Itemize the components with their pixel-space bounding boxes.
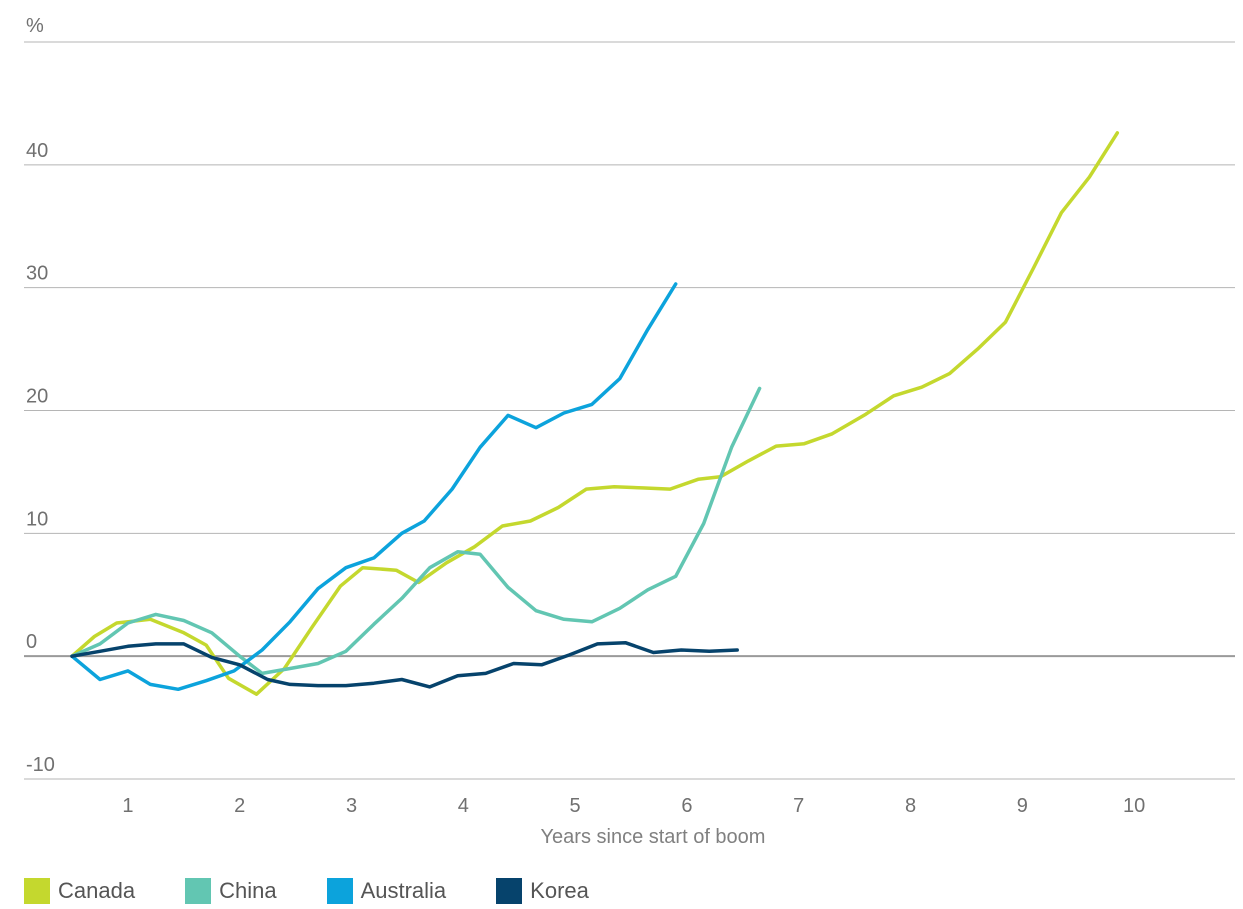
legend-item-australia: Australia [326,878,447,904]
x-tick-label: 2 [234,795,245,817]
y-tick-label: 0 [26,631,37,653]
legend-label-australia: Australia [360,878,447,903]
series-line-china [70,386,762,676]
x-tick-label: 5 [570,795,581,817]
legend-label-korea: Korea [530,878,589,903]
y-tick-label: 30 [26,263,48,285]
legend-swatch-canada [24,878,50,904]
legend-label-canada: Canada [58,878,136,903]
series-line-canada [70,131,1120,696]
y-tick-label: 10 [26,508,48,530]
x-tick-label: 1 [122,795,133,817]
x-tick-label: 6 [681,795,692,817]
x-tick-label: 4 [458,795,469,817]
y-axis-unit-label: % [26,15,44,37]
legend: Canada China Australia Korea [24,878,639,904]
legend-swatch-korea [496,878,523,904]
x-tick-label: 9 [1017,795,1028,817]
x-axis-title: Years since start of boom [541,826,766,848]
legend-label-china: China [219,878,277,903]
line-chart: -10 0 10 20 30 40 1 2 3 4 5 6 7 8 9 10 % Years since s… [24,15,1235,848]
y-tick-label: 20 [26,386,48,408]
series-line-korea [70,640,739,689]
series-line-australia [70,282,678,692]
y-axis-tick-labels: -10 0 10 20 30 40 [26,140,55,776]
legend-item-china: China [185,878,277,904]
x-tick-label: 3 [346,795,357,817]
legend-swatch-china [185,878,212,904]
legend-item-korea: Korea [496,878,589,904]
x-tick-label: 10 [1123,795,1145,817]
legend-item-canada: Canada [24,878,135,904]
series-lines [70,131,1120,696]
x-tick-label: 7 [793,795,804,817]
y-tick-label: -10 [26,754,55,776]
x-tick-label: 8 [905,795,916,817]
legend-swatch-australia [326,878,353,904]
y-tick-label: 40 [26,140,48,162]
gridlines [24,41,1235,780]
x-axis-tick-labels: 1 2 3 4 5 6 7 8 9 10 [122,795,1145,817]
